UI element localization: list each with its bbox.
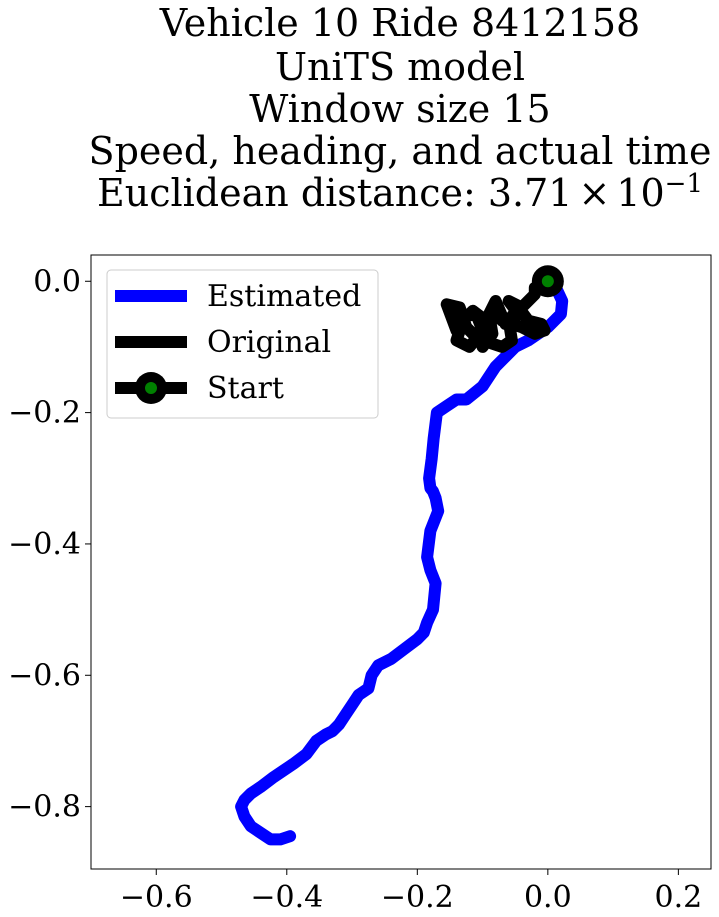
title-distance-base: 10 — [616, 171, 664, 215]
x-axis: −0.6 −0.4 −0.2 0.0 0.2 — [120, 869, 702, 915]
series-line-estimated — [235, 275, 569, 846]
y-tick-label: −0.4 — [8, 527, 81, 562]
y-tick-label: −0.6 — [8, 658, 81, 693]
series-line-original — [440, 275, 554, 353]
y-tick-label: −0.2 — [8, 396, 81, 431]
x-tick-label: −0.4 — [250, 880, 323, 915]
title-distance-times: × — [578, 171, 610, 215]
x-tick-label: −0.6 — [120, 880, 193, 915]
x-tick-label: −0.2 — [381, 880, 454, 915]
legend-start-marker-inner — [145, 382, 157, 394]
start-marker-inner — [541, 275, 554, 288]
chart-title: Vehicle 10 Ride 8412158 UniTS model Wind… — [89, 1, 712, 215]
title-distance-label: Euclidean distance: — [97, 171, 488, 215]
y-axis: 0.0 −0.2 −0.4 −0.6 −0.8 — [8, 264, 91, 825]
y-tick-label: 0.0 — [33, 264, 81, 299]
legend: Estimated Original Start — [106, 269, 379, 419]
x-tick-label: 0.0 — [524, 880, 572, 915]
title-distance-exponent: −1 — [665, 169, 703, 199]
legend-box — [106, 269, 379, 419]
title-line-5: Euclidean distance: 3.71 × 10−1 — [97, 169, 703, 215]
title-line-4: Speed, heading, and actual time — [89, 129, 712, 173]
y-tick-label: −0.8 — [8, 790, 81, 825]
title-line-2: UniTS model — [275, 45, 525, 89]
legend-label: Estimated — [207, 279, 361, 314]
legend-label: Start — [207, 371, 284, 406]
title-line-1: Vehicle 10 Ride 8412158 — [159, 1, 640, 45]
legend-label: Original — [207, 325, 331, 360]
title-line-3: Window size 15 — [249, 87, 550, 131]
title-distance-mantissa: 3.71 — [488, 171, 573, 215]
x-tick-label: 0.2 — [655, 880, 703, 915]
series-layer — [235, 265, 569, 846]
plot-area-frame — [90, 254, 712, 870]
